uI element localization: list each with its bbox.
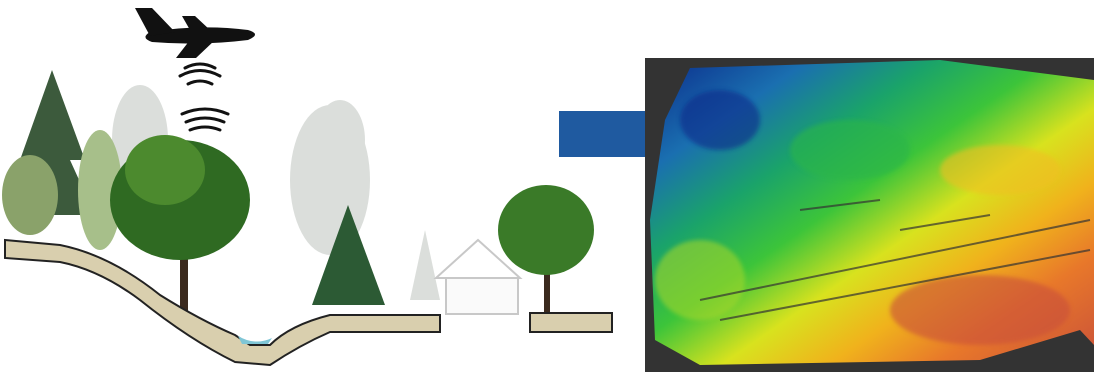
wave (178, 69, 222, 78)
cluster (680, 90, 760, 150)
forest (2, 70, 594, 315)
tree (2, 155, 58, 235)
house (433, 238, 523, 315)
wave (186, 79, 214, 86)
wave (180, 107, 230, 116)
trunk (544, 260, 550, 312)
conifer (312, 205, 385, 305)
house-wall (445, 277, 519, 315)
shadow (899, 214, 991, 231)
point-cloud-detail (655, 90, 1070, 345)
trunk (180, 230, 188, 315)
plane-tail (135, 8, 175, 36)
tree (78, 130, 122, 250)
faded-tree (315, 100, 365, 180)
faded-tree (410, 230, 440, 300)
plane-wing-top (182, 16, 210, 30)
airplane (135, 8, 255, 58)
cluster (940, 145, 1060, 195)
wave (183, 62, 217, 70)
stream (238, 336, 272, 344)
tree (498, 185, 594, 275)
cluster (790, 120, 910, 180)
cluster (890, 275, 1070, 345)
plane-wing (176, 40, 215, 58)
signal-waves (178, 62, 230, 132)
ground-right (529, 312, 613, 333)
road-edge (699, 219, 1091, 301)
shadow (799, 199, 881, 211)
wave (184, 116, 226, 124)
cluster (655, 240, 745, 320)
road-edge (719, 249, 1091, 321)
wave (188, 125, 222, 132)
oak-tree-highlight (125, 135, 205, 205)
point-cloud-shadows (699, 199, 1091, 321)
ground (4, 238, 441, 367)
